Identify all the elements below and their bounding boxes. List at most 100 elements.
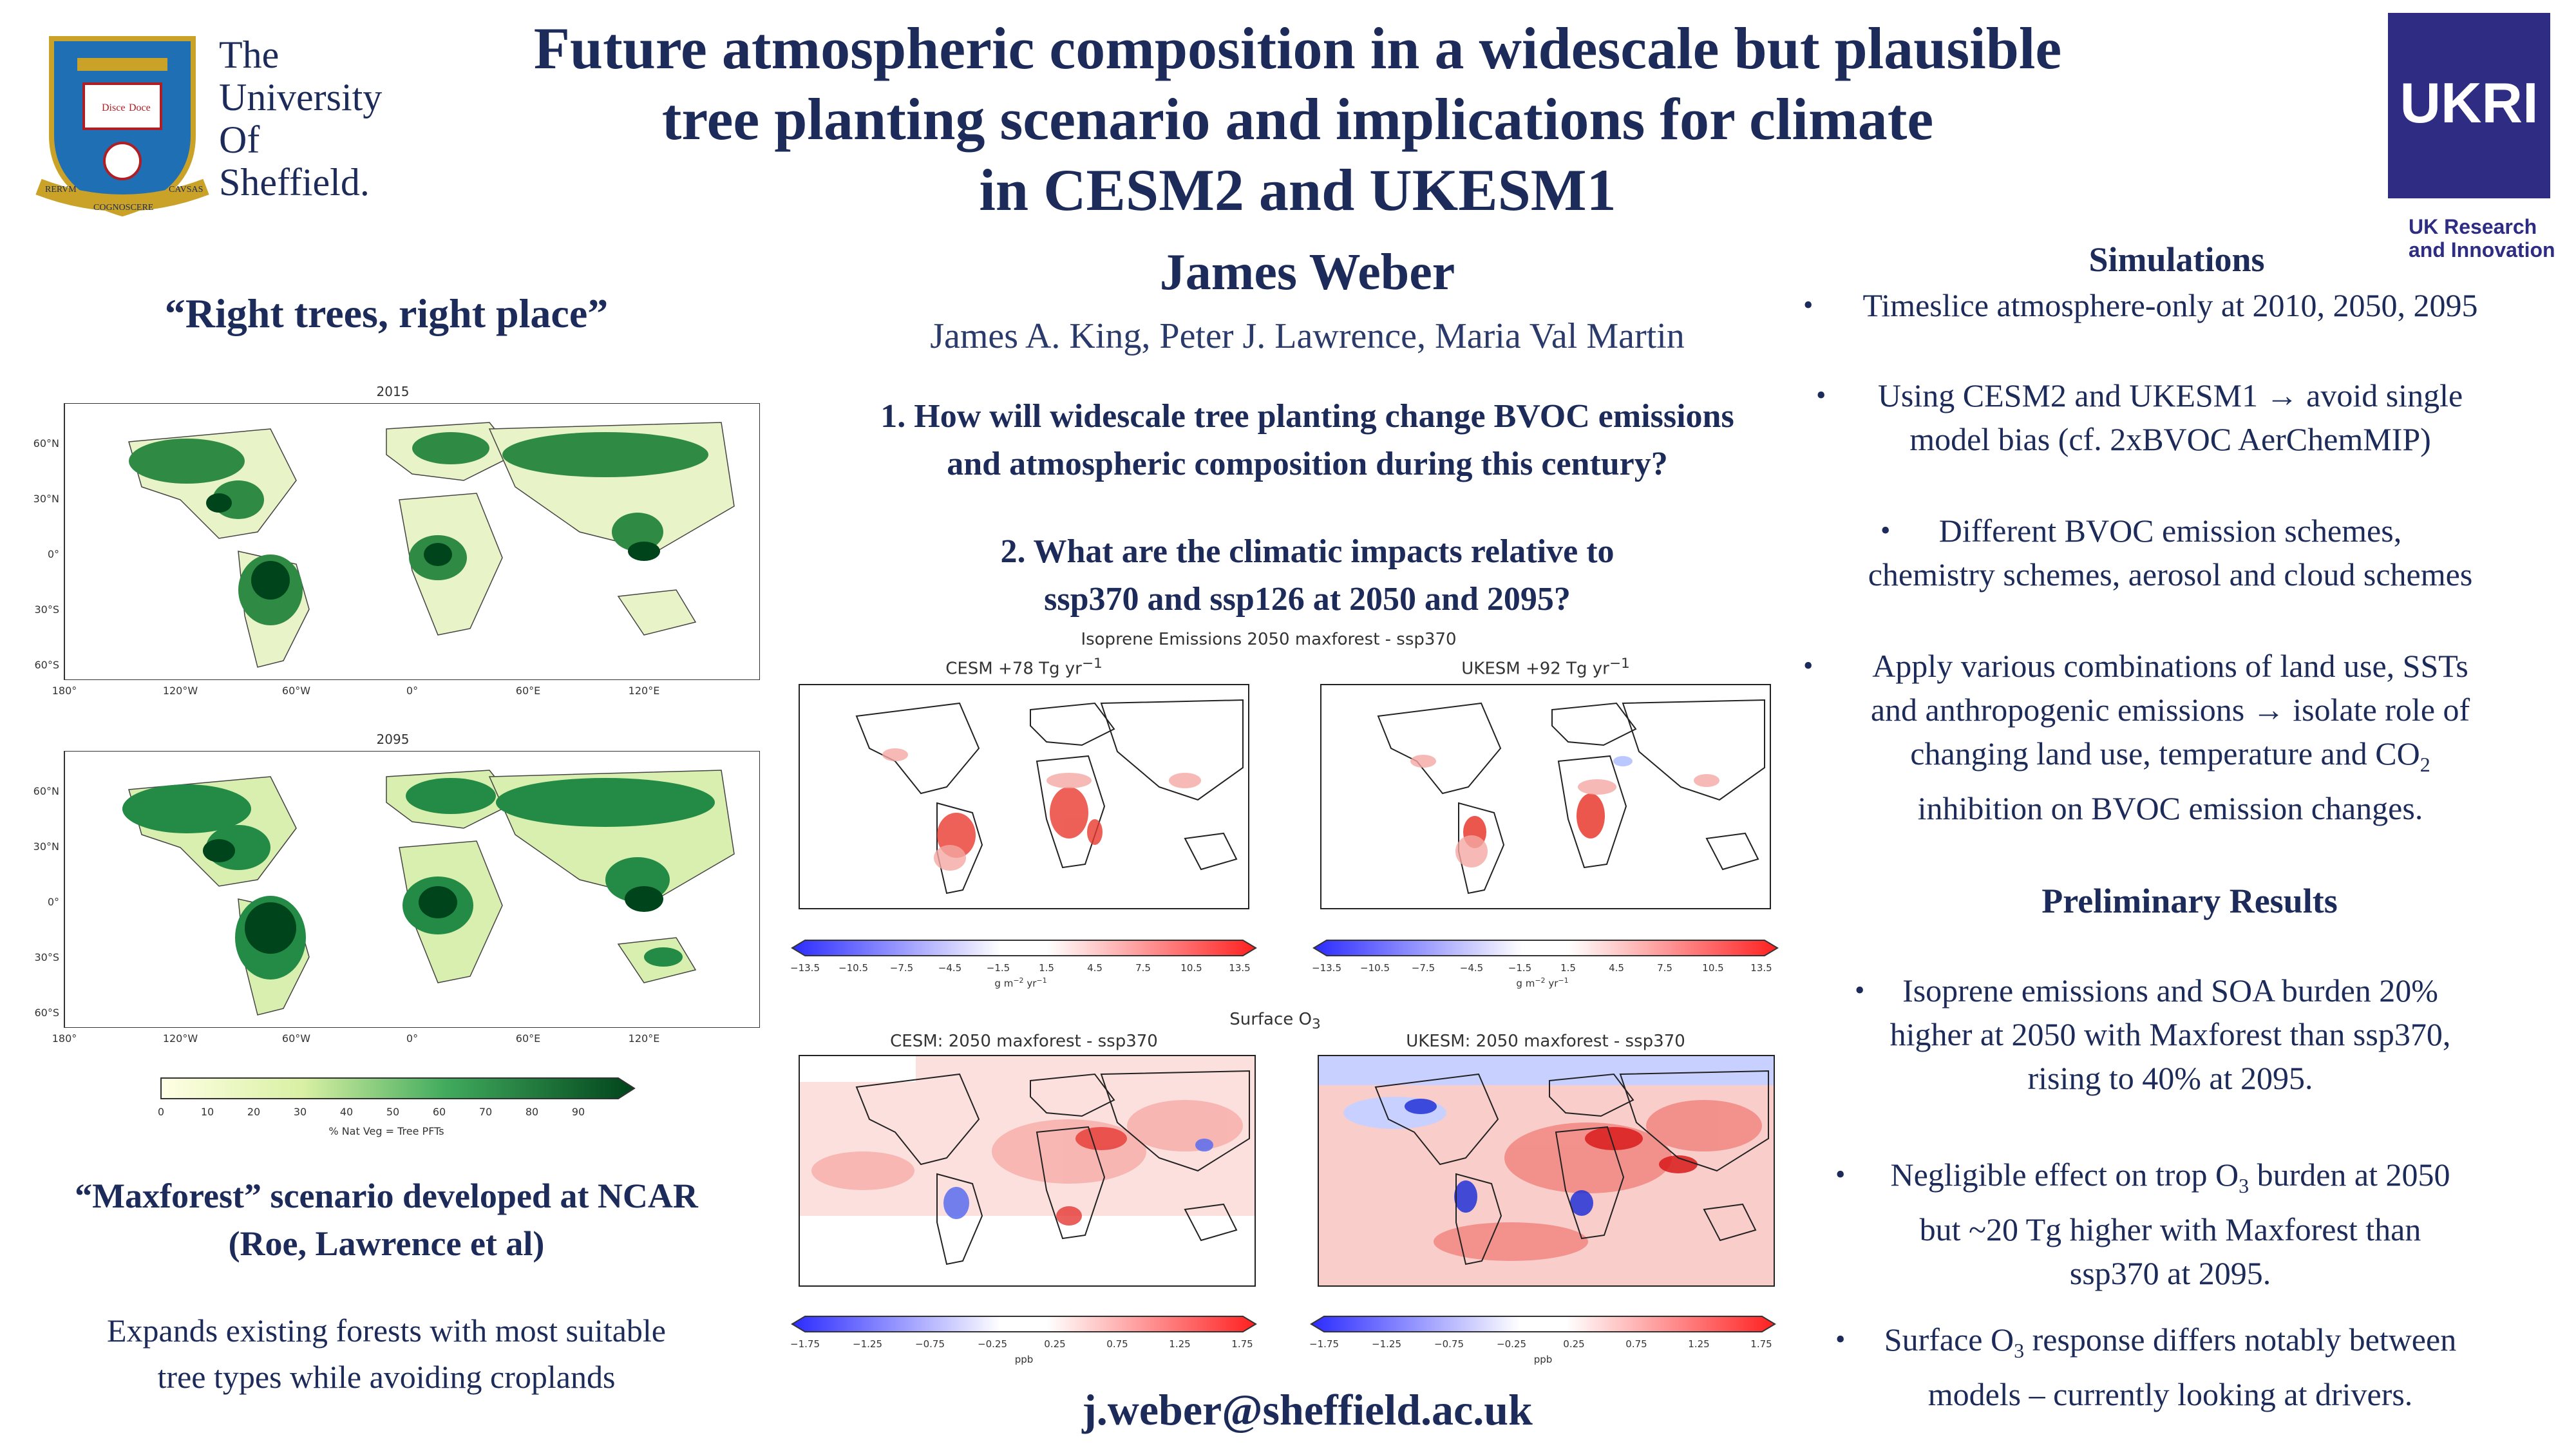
map-2015: 60°N 30°N 0° 30°S 60°S: [33, 403, 760, 680]
university-crest: Disce Doce RERVM COGNOSCERE CAVSAS: [35, 36, 209, 217]
svg-text:60°S: 60°S: [34, 659, 59, 671]
result-bullet-1: • Isoprene emissions and SOA burden 20% …: [1855, 972, 2451, 1096]
svg-text:50: 50: [386, 1106, 399, 1118]
map-2015-lon-ticks: 180° 120°W 60°W 0° 60°E 120°E: [52, 685, 660, 697]
svg-text:180°: 180°: [52, 685, 77, 697]
o3-cesm-title: CESM: 2050 maxforest - ssp370: [890, 1032, 1158, 1051]
svg-text:13.5: 13.5: [1229, 962, 1250, 974]
svg-text:4.5: 4.5: [1087, 962, 1103, 974]
svg-text:1.25: 1.25: [1169, 1338, 1190, 1350]
svg-text:Doce: Doce: [129, 102, 151, 113]
svg-text:0: 0: [158, 1106, 164, 1118]
svg-text:30°N: 30°N: [33, 840, 59, 853]
svg-text:−4.5: −4.5: [938, 962, 961, 974]
svg-text:−1.75: −1.75: [790, 1338, 820, 1350]
poster-title: Future atmospheric composition in a wide…: [533, 15, 2062, 223]
svg-text:1.25: 1.25: [1688, 1338, 1709, 1350]
svg-text:70: 70: [479, 1106, 492, 1118]
isoprene-figure-title: Isoprene Emissions 2050 maxforest - ssp3…: [1081, 630, 1457, 649]
svg-text:−13.5: −13.5: [1312, 962, 1341, 974]
svg-text:ppb: ppb: [1534, 1354, 1553, 1365]
isoprene-cesm-title: CESM +78 Tg yr−1: [945, 656, 1103, 679]
author-name: James Weber: [1159, 244, 1455, 301]
svg-text:10: 10: [201, 1106, 214, 1118]
svg-text:4.5: 4.5: [1609, 962, 1624, 974]
sim-bullet-3: • Different BVOC emission schemes, chemi…: [1868, 513, 2473, 592]
o3-cesm-map: [799, 1055, 1256, 1287]
svg-text:120°E: 120°E: [629, 685, 660, 697]
result-bullet-2: • Negligible effect on trop O3 burden at…: [1835, 1157, 2450, 1291]
svg-text:1.75: 1.75: [1750, 1338, 1772, 1350]
svg-text:7.5: 7.5: [1657, 962, 1672, 974]
svg-text:−1.25: −1.25: [1372, 1338, 1401, 1350]
contact-email[interactable]: j.weber@sheffield.ac.uk: [1082, 1385, 1533, 1434]
svg-text:1.75: 1.75: [1231, 1338, 1253, 1350]
svg-text:RERVM: RERVM: [45, 185, 77, 194]
svg-text:13.5: 13.5: [1750, 962, 1772, 974]
svg-text:7.5: 7.5: [1135, 962, 1151, 974]
svg-text:30°S: 30°S: [34, 603, 59, 616]
svg-text:60°S: 60°S: [34, 1007, 59, 1019]
svg-text:−0.25: −0.25: [978, 1338, 1007, 1350]
o3-figure-title: Surface O3: [1229, 1010, 1321, 1033]
svg-text:Disce: Disce: [102, 102, 125, 113]
isoprene-ukesm-map: [1320, 684, 1771, 909]
map-2095-lon-ticks: 180° 120°W 60°W 0° 60°E 120°E: [52, 1032, 660, 1045]
map-2015-title: 2015: [376, 384, 410, 399]
research-question-1: 1. How will widescale tree planting chan…: [880, 398, 1734, 482]
svg-text:30: 30: [294, 1106, 307, 1118]
svg-text:120°W: 120°W: [163, 685, 198, 697]
svg-text:% Nat Veg = Tree PFTs: % Nat Veg = Tree PFTs: [328, 1125, 444, 1137]
maxforest-heading: “Maxforest” scenario developed at NCAR (…: [75, 1177, 698, 1263]
simulations-heading: Simulations: [2088, 240, 2265, 279]
svg-text:1.5: 1.5: [1039, 962, 1054, 974]
tree-pft-colorbar: 0 10 20 30 40 50 60 70 80 90 % Nat Veg =…: [158, 1077, 636, 1137]
svg-text:UKRI: UKRI: [2400, 71, 2538, 135]
maxforest-description: Expands existing forests with most suita…: [107, 1312, 666, 1395]
svg-text:0°: 0°: [48, 896, 59, 908]
research-question-2: 2. What are the climatic impacts relativ…: [1000, 533, 1615, 618]
svg-text:−7.5: −7.5: [890, 962, 913, 974]
svg-text:1.5: 1.5: [1560, 962, 1576, 974]
svg-text:120°E: 120°E: [629, 1032, 660, 1045]
isoprene-cesm-map: [799, 684, 1249, 909]
svg-text:−1.5: −1.5: [987, 962, 1010, 974]
svg-text:60°E: 60°E: [516, 685, 540, 697]
left-tagline: “Right trees, right place”: [164, 290, 609, 336]
svg-text:−13.5: −13.5: [790, 962, 820, 974]
coauthors: James A. King, Peter J. Lawrence, Maria …: [930, 316, 1685, 356]
svg-text:0°: 0°: [406, 685, 418, 697]
svg-text:20: 20: [247, 1106, 260, 1118]
svg-text:0.75: 0.75: [1106, 1338, 1128, 1350]
svg-text:40: 40: [340, 1106, 353, 1118]
svg-text:g m−2 yr−1: g m−2 yr−1: [1516, 976, 1568, 989]
svg-text:10.5: 10.5: [1702, 962, 1723, 974]
svg-text:−10.5: −10.5: [1360, 962, 1390, 974]
results-heading: Preliminary Results: [2041, 882, 2338, 920]
result-bullet-3: • Surface O3 response differs notably be…: [1835, 1321, 2457, 1412]
svg-text:−1.75: −1.75: [1309, 1338, 1339, 1350]
svg-text:30°S: 30°S: [34, 951, 59, 963]
svg-text:60°W: 60°W: [282, 1032, 310, 1045]
o3-cesm-colorbar: −1.75 −1.25 −0.75 −0.25 0.25 0.75 1.25 1…: [790, 1316, 1257, 1365]
svg-text:80: 80: [526, 1106, 538, 1118]
svg-text:180°: 180°: [52, 1032, 77, 1045]
svg-text:−1.5: −1.5: [1508, 962, 1531, 974]
svg-text:60°N: 60°N: [33, 785, 59, 797]
svg-text:120°W: 120°W: [163, 1032, 198, 1045]
svg-text:0.75: 0.75: [1625, 1338, 1647, 1350]
svg-text:0°: 0°: [406, 1032, 418, 1045]
isoprene-ukesm-title: UKESM +92 Tg yr−1: [1461, 656, 1630, 679]
svg-text:−7.5: −7.5: [1412, 962, 1435, 974]
svg-text:g m−2 yr−1: g m−2 yr−1: [994, 976, 1046, 989]
svg-text:−0.75: −0.75: [1434, 1338, 1464, 1350]
ukri-logo-mark: UKRI: [2388, 13, 2550, 198]
o3-ukesm-title: UKESM: 2050 maxforest - ssp370: [1406, 1032, 1685, 1051]
svg-text:−0.75: −0.75: [915, 1338, 945, 1350]
sim-bullet-4: • Apply various combinations of land use…: [1803, 648, 2470, 826]
svg-text:30°N: 30°N: [33, 493, 59, 505]
ukri-logo: UKRI: [2388, 13, 2550, 198]
svg-text:0°: 0°: [48, 548, 59, 560]
svg-text:−10.5: −10.5: [838, 962, 868, 974]
svg-text:60°E: 60°E: [516, 1032, 540, 1045]
